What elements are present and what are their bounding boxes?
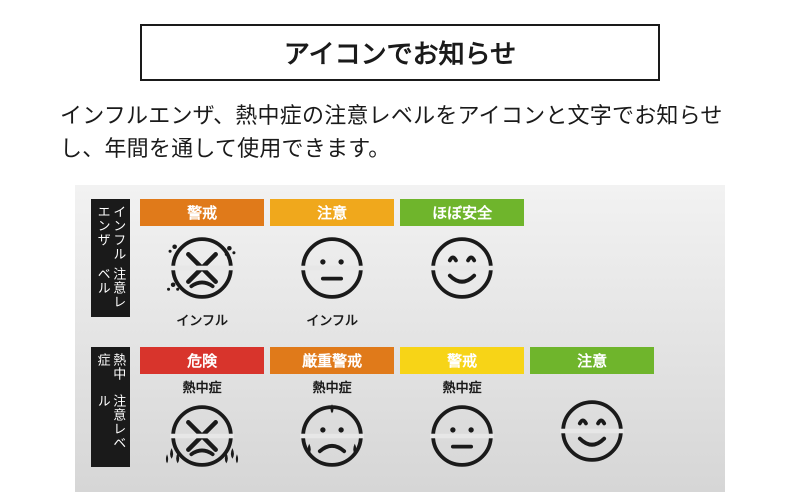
neutral-icon: [424, 398, 500, 474]
level-header: 注意: [530, 347, 654, 374]
neutral-icon: [294, 230, 370, 306]
heat-row: 熱中症注意レベル危険熱中症 厳重警戒熱中症 警戒熱中症 注意: [91, 347, 705, 474]
level-caption: インフル: [176, 310, 228, 329]
level-header: 警戒: [400, 347, 524, 374]
level-caption: 熱中症: [313, 377, 352, 396]
level-cell: 警戒 インフル: [140, 199, 264, 329]
level-cell: 厳重警戒熱中症: [270, 347, 394, 474]
row-cells: 警戒 インフル注意 インフルほぼ安全: [140, 199, 705, 329]
level-header: 危険: [140, 347, 264, 374]
level-header: 注意: [270, 199, 394, 226]
level-header: ほぼ安全: [400, 199, 524, 226]
flu-row: インフルエンザ注意レベル警戒 インフル注意 インフルほぼ安全: [91, 199, 705, 329]
level-cell: 注意 インフル: [270, 199, 394, 329]
description-text: インフルエンザ、熱中症の注意レベルをアイコンと文字でお知らせし、年間を通して使用…: [60, 99, 740, 165]
level-caption: 熱中症: [443, 377, 482, 396]
row-cells: 危険熱中症 厳重警戒熱中症 警戒熱中症 注意: [140, 347, 705, 474]
level-caption: インフル: [306, 310, 358, 329]
title-box: アイコンでお知らせ: [140, 24, 660, 81]
row-vertical-label: インフルエンザ注意レベル: [91, 199, 130, 317]
level-header: 厳重警戒: [270, 347, 394, 374]
heat-cry-icon: [164, 398, 240, 474]
level-cell: 注意: [530, 347, 654, 474]
flu-cross-icon: [164, 230, 240, 306]
smile-icon: [424, 230, 500, 306]
smile-icon: [554, 393, 630, 469]
level-cell: ほぼ安全: [400, 199, 524, 329]
level-cell: 警戒熱中症: [400, 347, 524, 474]
level-cell: 危険熱中症: [140, 347, 264, 474]
heat-sweat-icon: [294, 398, 370, 474]
levels-panel: インフルエンザ注意レベル警戒 インフル注意 インフルほぼ安全 熱中症注意レベル危…: [75, 185, 725, 492]
row-vertical-label: 熱中症注意レベル: [91, 347, 130, 467]
title-text: アイコンでお知らせ: [284, 39, 516, 69]
level-caption: 熱中症: [183, 377, 222, 396]
level-header: 警戒: [140, 199, 264, 226]
